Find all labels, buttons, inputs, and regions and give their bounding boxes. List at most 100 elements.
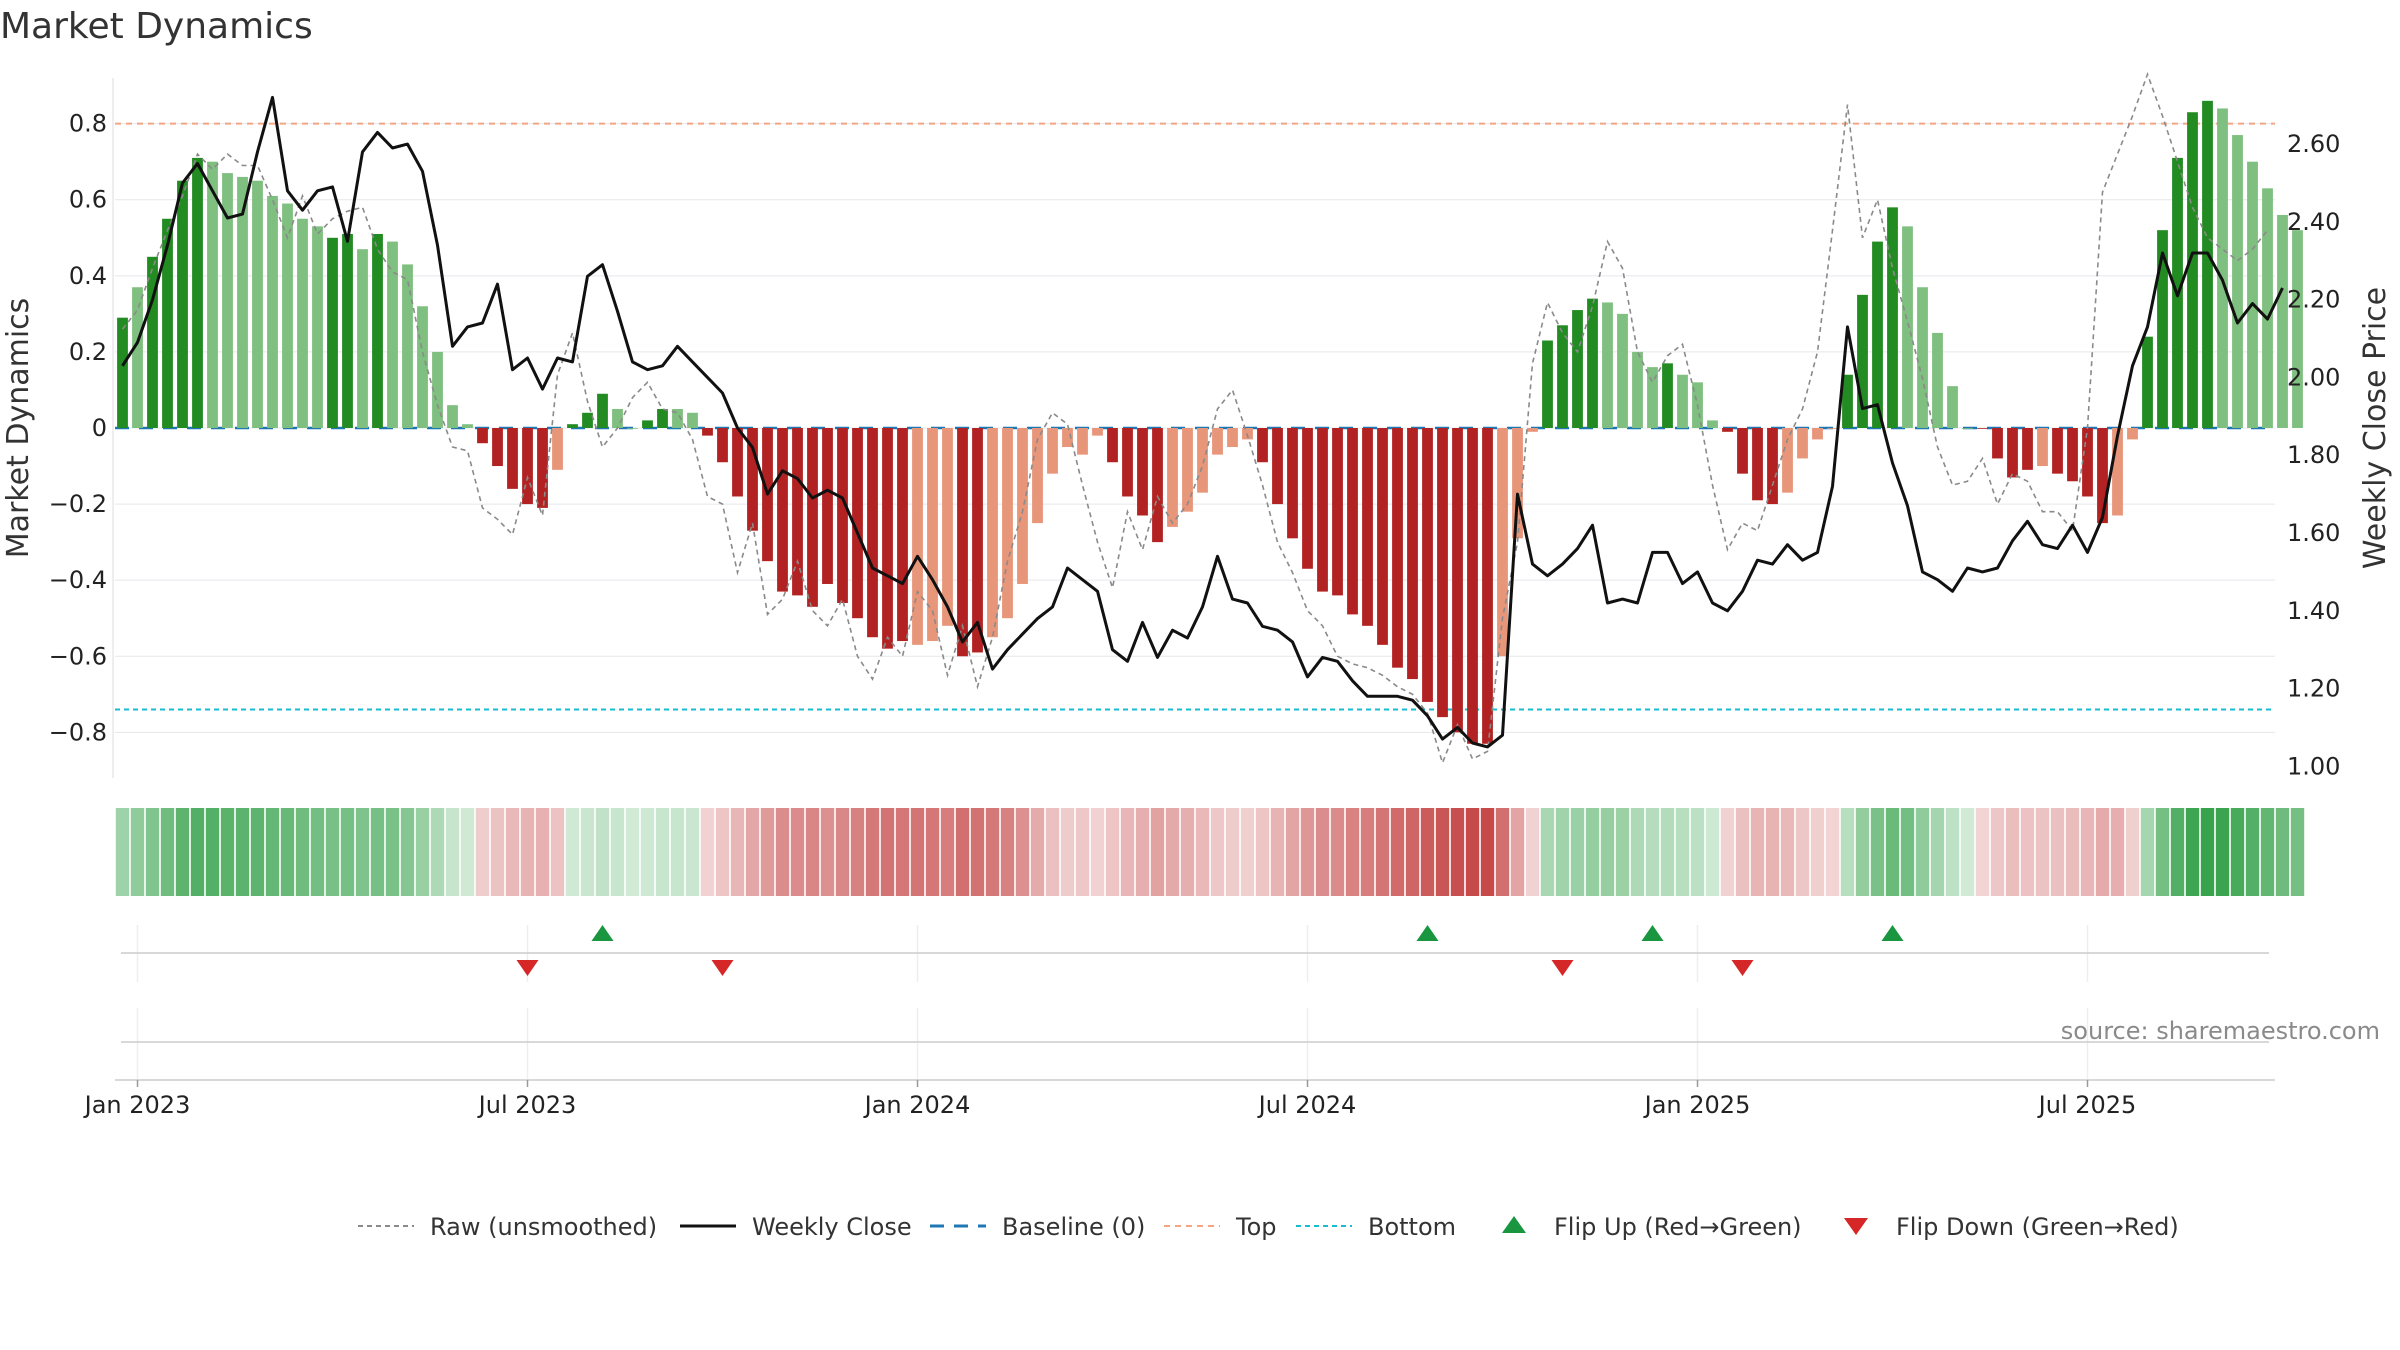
regime-cell: [1405, 808, 1420, 896]
momentum-bar: [642, 420, 653, 428]
momentum-bar: [1512, 428, 1523, 539]
regime-cell: [1645, 808, 1660, 896]
regime-cell: [1105, 808, 1120, 896]
regime-cell: [1600, 808, 1615, 896]
momentum-bar: [1737, 428, 1748, 474]
regime-cell: [1180, 808, 1195, 896]
regime-cell: [1240, 808, 1255, 896]
momentum-bar: [687, 412, 698, 428]
regime-cell: [1705, 808, 1720, 896]
regime-cell: [715, 808, 730, 896]
momentum-bar: [1992, 428, 2003, 459]
momentum-bar: [1422, 428, 1433, 702]
regime-cell: [220, 808, 235, 896]
momentum-bar: [1167, 428, 1178, 527]
momentum-bar: [357, 249, 368, 428]
regime-cell: [430, 808, 445, 896]
regime-cell: [1855, 808, 1870, 896]
momentum-bar: [1482, 428, 1493, 744]
momentum-bar: [1947, 386, 1958, 428]
regime-cell: [2020, 808, 2035, 896]
momentum-bar: [1962, 428, 1973, 429]
regime-cell: [1660, 808, 1675, 896]
momentum-bar: [1632, 351, 1643, 428]
regime-cell: [1300, 808, 1315, 896]
regime-cell: [1090, 808, 1105, 896]
momentum-bar: [867, 428, 878, 638]
regime-cell: [1840, 808, 1855, 896]
regime-cell: [2185, 808, 2200, 896]
regime-cell: [955, 808, 970, 896]
momentum-bar: [2157, 230, 2168, 428]
y-axis-left-label: Market Dynamics: [1, 298, 36, 559]
regime-cell: [1810, 808, 1825, 896]
momentum-bar: [2082, 428, 2093, 497]
momentum-bar: [1542, 340, 1553, 428]
y-left-tick-label: 0.4: [69, 262, 107, 290]
momentum-bar: [2202, 100, 2213, 429]
regime-cell: [1960, 808, 1975, 896]
flip-down-marker: [1551, 960, 1574, 976]
regime-cell: [1030, 808, 1045, 896]
regime-cell: [925, 808, 940, 896]
regime-cell: [580, 808, 595, 896]
momentum-bar: [957, 428, 968, 657]
momentum-bar: [207, 161, 218, 428]
regime-cell: [1825, 808, 1840, 896]
regime-cell: [880, 808, 895, 896]
momentum-bar: [1077, 428, 1088, 455]
regime-cell: [640, 808, 655, 896]
regime-cell: [745, 808, 760, 896]
legend-label: Top: [1235, 1213, 1277, 1241]
momentum-bar: [987, 428, 998, 638]
regime-cell: [205, 808, 220, 896]
regime-cell: [2245, 808, 2260, 896]
regime-cell: [775, 808, 790, 896]
regime-cell: [2095, 808, 2110, 896]
momentum-bar: [1602, 302, 1613, 428]
source-credit: source: sharemaestro.com: [2061, 1017, 2380, 1045]
momentum-bar: [822, 428, 833, 584]
regime-cell: [505, 808, 520, 896]
regime-cell: [130, 808, 145, 896]
regime-cell: [790, 808, 805, 896]
regime-cell: [1690, 808, 1705, 896]
legend-label: Weekly Close: [752, 1213, 912, 1241]
regime-cell: [1195, 808, 1210, 896]
momentum-bar: [2142, 336, 2153, 428]
flip-down-marker: [711, 960, 734, 976]
momentum-bar: [522, 428, 533, 505]
regime-cell: [1390, 808, 1405, 896]
momentum-bar: [1572, 310, 1583, 428]
regime-cell: [820, 808, 835, 896]
momentum-bar: [372, 233, 383, 428]
regime-cell: [2275, 808, 2290, 896]
momentum-bar: [1752, 428, 1763, 501]
regime-cell: [1495, 808, 1510, 896]
regime-cell: [1675, 808, 1690, 896]
regime-cell: [550, 808, 565, 896]
x-tick-label: Jan 2024: [863, 1091, 971, 1119]
momentum-bar: [1977, 428, 1988, 429]
x-tick-label: Jul 2025: [2037, 1091, 2137, 1119]
regime-cell: [1465, 808, 1480, 896]
regime-cell: [1945, 808, 1960, 896]
momentum-bar: [147, 256, 158, 428]
momentum-bar: [1032, 428, 1043, 524]
regime-cell: [190, 808, 205, 896]
momentum-bar: [972, 428, 983, 653]
regime-cell: [340, 808, 355, 896]
regime-cell: [1975, 808, 1990, 896]
momentum-bar: [2277, 214, 2288, 428]
y-axis-right-label: Weekly Close Price: [2358, 287, 2393, 569]
y-right-tick-label: 1.00: [2287, 752, 2340, 780]
momentum-bar: [1332, 428, 1343, 596]
legend-item-top: Top: [1164, 1213, 1277, 1241]
legend: Raw (unsmoothed) Weekly Close Baseline (0)…: [358, 1213, 2179, 1241]
momentum-bar: [192, 157, 203, 429]
momentum-bar: [1527, 428, 1538, 432]
legend-label: Baseline (0): [1002, 1213, 1145, 1241]
momentum-bar: [1152, 428, 1163, 543]
legend-item-baseline: Baseline (0): [930, 1213, 1145, 1241]
momentum-bars: [117, 100, 2303, 744]
